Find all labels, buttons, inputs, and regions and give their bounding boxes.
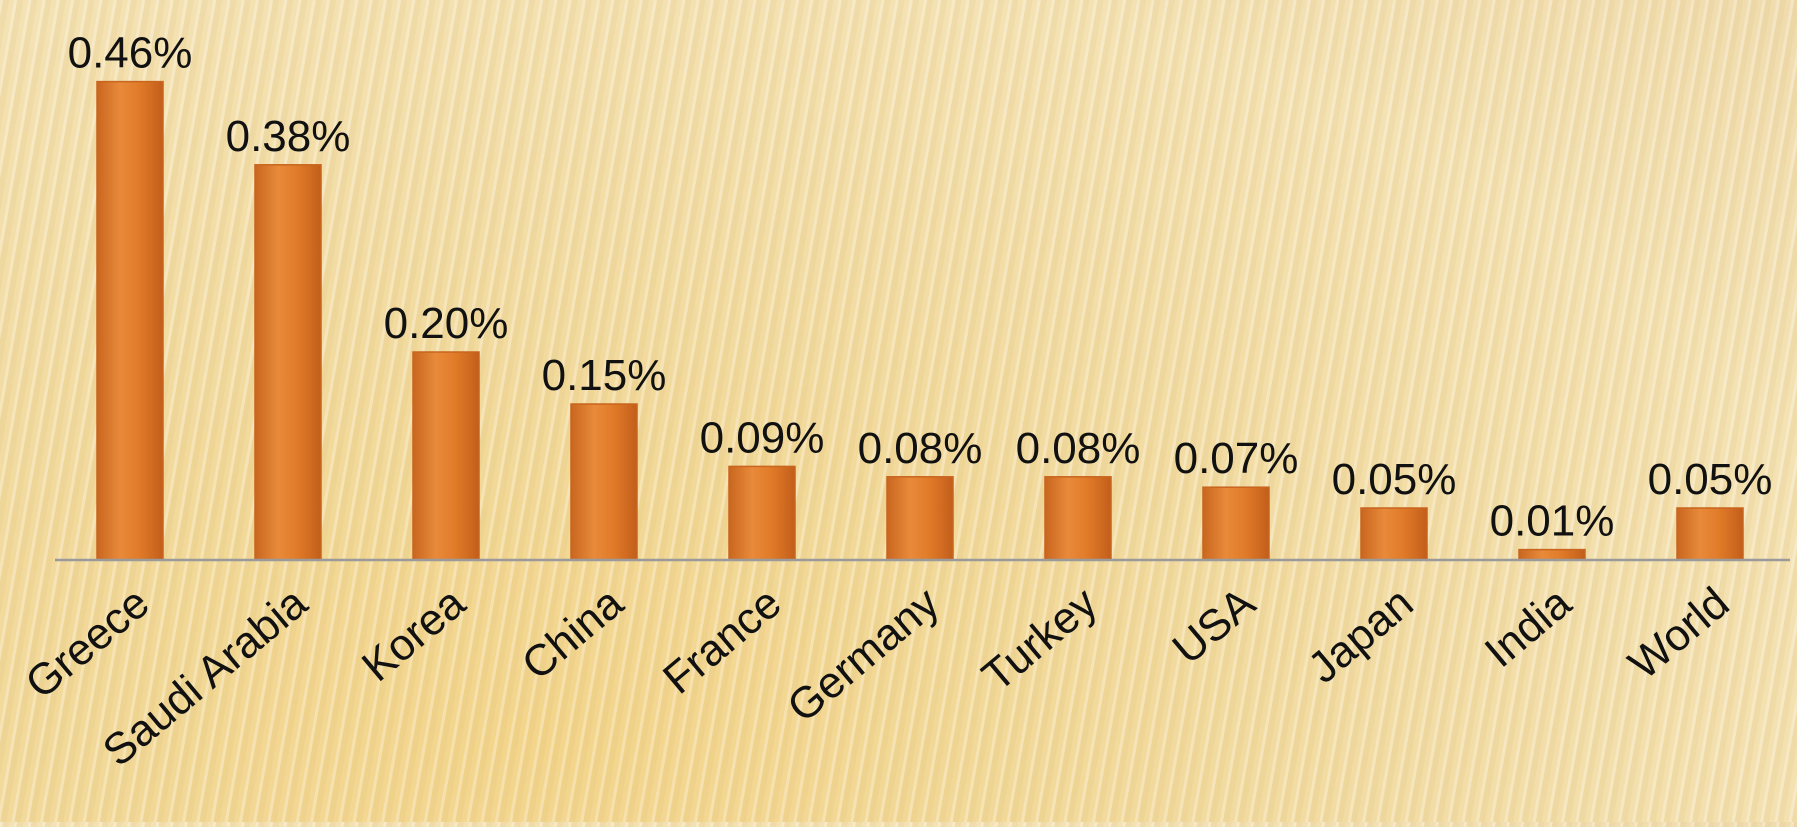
bar-korea [412,351,480,561]
tick-label-france: France [654,578,790,704]
tick-label-greece: Greece [16,578,158,708]
value-label-france: 0.09% [700,413,825,462]
value-label-greece: 0.46% [68,29,193,78]
bar-japan [1360,507,1428,561]
value-label-japan: 0.05% [1332,455,1457,504]
value-labels-layer: 0.46% 0.38% 0.20% 0.15% 0.09% 0.08% 0.08% 0.07%… [68,29,1773,546]
tick-label-usa: USA [1164,578,1265,674]
bar-turkey [1044,476,1112,561]
bar-saudi-arabia [254,164,322,561]
value-label-usa: 0.07% [1174,434,1299,483]
bar-usa [1202,486,1270,561]
tick-label-world: World [1620,578,1739,689]
bar-germany [886,476,954,561]
tick-label-japan: Japan [1299,578,1422,693]
tick-label-china: China [513,578,633,690]
bar-greece [96,80,164,561]
tick-label-germany: Germany [778,578,948,732]
bar-france [728,465,796,561]
value-label-germany: 0.08% [858,424,983,473]
value-label-china: 0.15% [542,351,667,400]
tick-label-korea: Korea [353,578,475,691]
bars-layer [96,80,1744,561]
bar-world [1676,507,1744,561]
value-label-india: 0.01% [1490,497,1615,546]
value-label-korea: 0.20% [384,299,509,348]
value-label-world: 0.05% [1648,455,1773,504]
value-label-saudi-arabia: 0.38% [226,112,351,161]
bar-china [570,403,638,561]
value-label-turkey: 0.08% [1016,424,1141,473]
bar-india [1518,548,1586,561]
tick-label-turkey: Turkey [973,578,1106,701]
tick-label-india: India [1476,578,1581,677]
